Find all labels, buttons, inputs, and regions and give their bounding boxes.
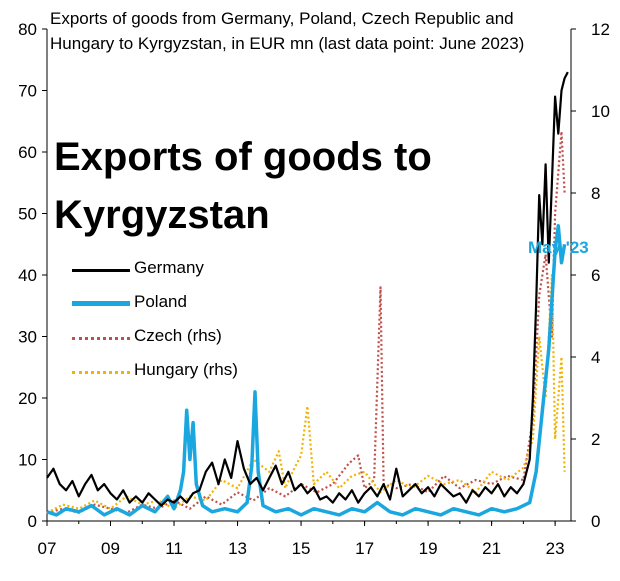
legend-swatch-germany <box>72 269 130 272</box>
x-tick-label: 23 <box>546 539 565 558</box>
y-left-tick-label: 70 <box>18 82 37 101</box>
y-left-tick-label: 80 <box>18 20 37 39</box>
legend-label-germany: Germany <box>134 258 204 277</box>
x-tick-label: 09 <box>101 539 120 558</box>
y-left-tick-label: 0 <box>28 512 37 531</box>
y-right-tick-label: 6 <box>591 266 600 285</box>
series-line-hungary <box>46 273 566 514</box>
legend-label-hungary: Hungary (rhs) <box>134 360 238 379</box>
y-left-tick-label: 60 <box>18 143 37 162</box>
y-right-tick-label: 8 <box>591 184 600 203</box>
legend-label-poland: Poland <box>134 292 187 311</box>
series-line-germany <box>46 71 569 507</box>
y-left-tick-label: 40 <box>18 266 37 285</box>
y-right-tick-label: 12 <box>591 20 610 39</box>
chart-axes: 0 10 20 30 40 50 60 70 80 0 2 4 6 8 10 12 07 09 11 13 15 17 19… <box>18 20 610 558</box>
y-left-tick-label: 20 <box>18 389 37 408</box>
last-point-annotation: May '23 <box>528 238 589 257</box>
chart-subtitle: Exports of goods from Germany, Poland, C… <box>50 9 525 53</box>
x-tick-label: 17 <box>355 539 374 558</box>
y-right-tick-label: 4 <box>591 348 600 367</box>
x-tick-label: 13 <box>228 539 247 558</box>
y-right-tick-label: 2 <box>591 430 600 449</box>
legend-label-czech: Czech (rhs) <box>134 326 222 345</box>
x-tick-label: 21 <box>482 539 501 558</box>
y-left-tick-label: 10 <box>18 451 37 470</box>
x-tick-label: 19 <box>419 539 438 558</box>
x-tick-label: 11 <box>165 539 183 558</box>
x-tick-label: 15 <box>292 539 311 558</box>
legend-swatch-poland <box>72 301 130 306</box>
legend-swatch-czech <box>72 337 130 340</box>
y-left-tick-label: 50 <box>18 205 37 224</box>
y-left-tick-label: 30 <box>18 328 37 347</box>
series-line-poland <box>46 224 567 517</box>
chart-series-layer <box>46 71 569 517</box>
x-tick-label: 07 <box>38 539 57 558</box>
y-right-tick-label: 10 <box>591 102 610 121</box>
legend-swatch-hungary <box>72 371 130 374</box>
y-right-tick-label: 0 <box>591 512 600 531</box>
chart-title: Exports of goods to Kyrgyzstan <box>54 135 432 237</box>
